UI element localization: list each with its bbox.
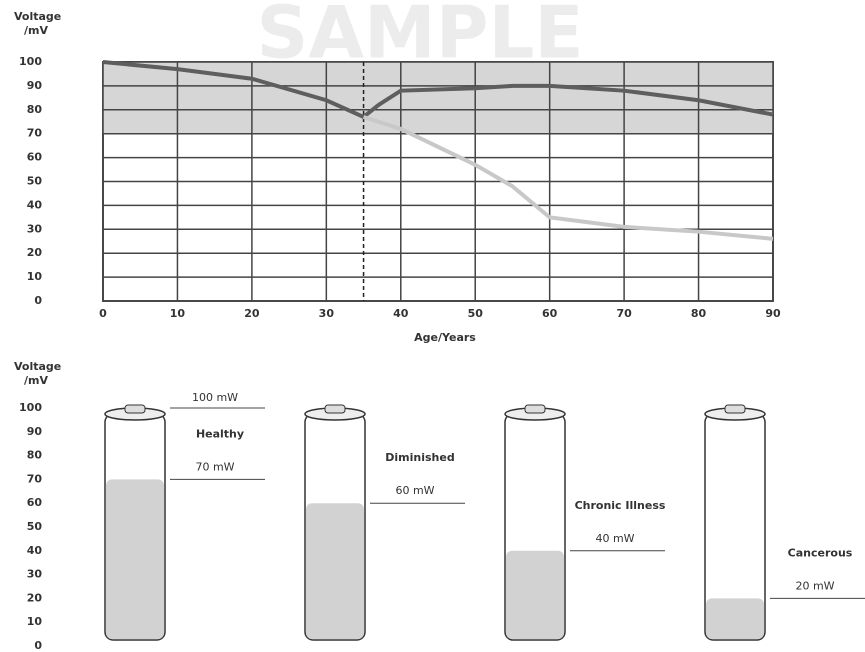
battery-terminal	[724, 404, 746, 414]
value-label: 20 mW	[795, 579, 834, 592]
y-tick-label: 70	[27, 472, 43, 485]
y-tick-label: 50	[27, 175, 43, 188]
x-tick-label: 50	[468, 307, 484, 320]
y-tick-label: 40	[27, 544, 43, 557]
data-line	[362, 115, 774, 241]
y-tick-label: 80	[27, 103, 43, 116]
reference-label: 100 mW	[192, 391, 238, 404]
x-tick-label: 40	[393, 307, 409, 320]
y-tick-label: 20	[27, 246, 43, 259]
value-label: 60 mW	[395, 484, 434, 497]
battery-fill	[306, 503, 364, 639]
x-tick-label: 60	[542, 307, 558, 320]
y-tick-label: 10	[27, 270, 43, 283]
x-tick-label: 0	[99, 307, 107, 320]
x-axis-label: Age/Years	[414, 331, 476, 344]
x-tick-label: 20	[244, 307, 260, 320]
x-tick-label: 10	[170, 307, 186, 320]
value-label: 40 mW	[595, 532, 634, 545]
y-tick-label: 20	[27, 591, 43, 604]
category-label: Chronic Illness	[575, 499, 666, 512]
y-tick-label: 90	[27, 425, 43, 438]
battery-terminal	[524, 404, 546, 414]
category-label: Diminished	[385, 451, 454, 464]
y-tick-label: 60	[27, 151, 43, 164]
y-tick-label: 0	[34, 294, 42, 307]
y-tick-label: 100	[19, 55, 42, 68]
y-tick-label: 30	[27, 568, 43, 581]
battery-fill	[106, 479, 164, 639]
y-axis-label: Voltage /mV	[14, 10, 62, 37]
x-tick-label: 70	[616, 307, 632, 320]
x-tick-label: 90	[765, 307, 781, 320]
y-axis-label: Voltage /mV	[14, 360, 62, 387]
value-label: 70 mW	[195, 460, 234, 473]
battery-fill	[506, 550, 564, 639]
y-tick-label: 90	[27, 79, 43, 92]
x-tick-label: 30	[319, 307, 335, 320]
y-tick-label: 0	[34, 639, 42, 652]
y-tick-label: 70	[27, 127, 43, 140]
category-label: Healthy	[196, 427, 244, 440]
battery-fill	[706, 598, 764, 639]
y-tick-label: 40	[27, 198, 43, 211]
battery-terminal	[324, 404, 346, 414]
y-tick-label: 80	[27, 449, 43, 462]
y-tick-label: 100	[19, 401, 42, 414]
x-tick-label: 80	[691, 307, 707, 320]
y-tick-label: 10	[27, 615, 43, 628]
y-tick-label: 50	[27, 520, 43, 533]
y-tick-label: 60	[27, 496, 43, 509]
data-line	[102, 60, 774, 120]
category-label: Cancerous	[788, 546, 853, 559]
y-tick-label: 30	[27, 222, 43, 235]
battery-terminal	[124, 404, 146, 414]
